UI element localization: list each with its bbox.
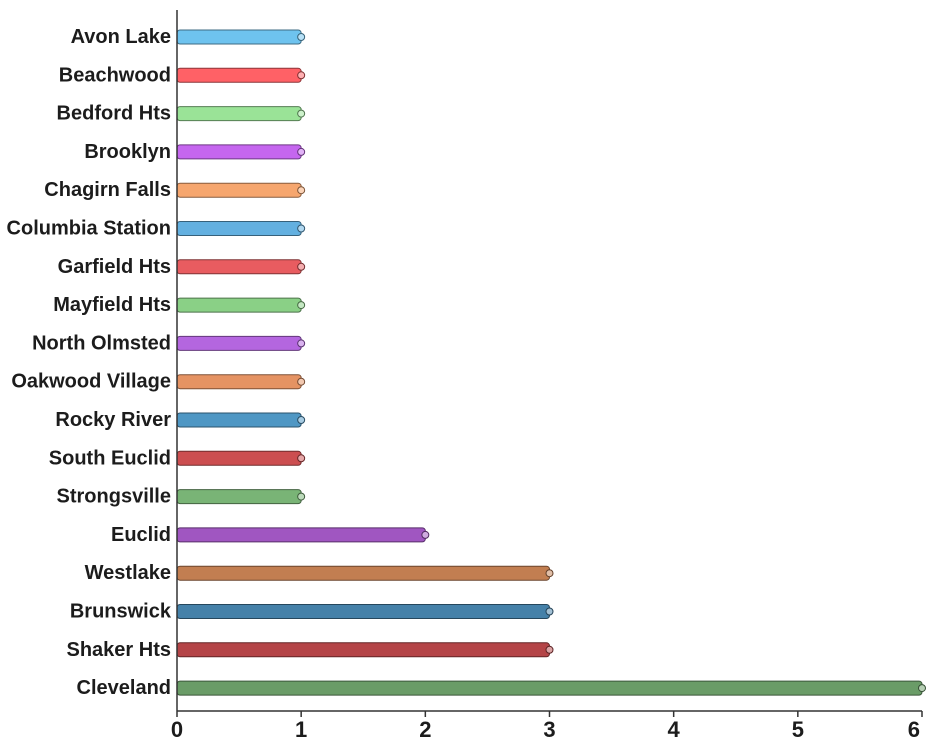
bar-endpoint-strongsville (297, 492, 306, 501)
bar-endpoint-south-euclid (297, 454, 306, 463)
category-label-chagirn-falls: Chagirn Falls (44, 179, 171, 201)
category-label-bedford-hts: Bedford Hts (57, 103, 171, 125)
category-labels: Avon Lake Beachwood Bedford Hts Brooklyn Cha… (7, 26, 172, 699)
x-tick-label-1: 1 (295, 717, 307, 738)
category-label-oakwood-village: Oakwood Village (11, 371, 171, 393)
bar-endpoint-euclid (421, 530, 430, 539)
bar-westlake (176, 565, 550, 581)
bar-oakwood-village (176, 374, 302, 390)
category-label-rocky-river: Rocky River (55, 409, 171, 431)
bars-layer (176, 29, 926, 696)
bar-shaker-hts (176, 642, 550, 658)
x-axis-ticks: 0 1 2 3 4 5 6 (171, 711, 923, 738)
bar-endpoint-chagirn-falls (297, 186, 306, 195)
bar-garfield-hts (176, 259, 302, 275)
bar-rocky-river (176, 412, 302, 428)
bar-strongsville (176, 489, 302, 505)
bar-bedford-hts (176, 106, 302, 122)
bar-euclid (176, 527, 426, 543)
bar-brunswick (176, 604, 550, 619)
category-label-brooklyn: Brooklyn (84, 141, 171, 163)
bar-endpoint-beachwood (297, 71, 306, 80)
bar-endpoint-avon-lake (297, 33, 306, 41)
bar-endpoint-mayfield-hts (297, 301, 306, 310)
x-tick-label-5: 5 (792, 717, 804, 738)
x-tick-label-3: 3 (543, 717, 555, 738)
bar-endpoint-shaker-hts (545, 645, 554, 654)
bar-endpoint-oakwood-village (297, 377, 306, 386)
bar-mayfield-hts (176, 297, 302, 313)
bar-endpoint-bedford-hts (297, 109, 306, 118)
bar-beachwood (176, 67, 302, 83)
category-label-south-euclid: South Euclid (49, 447, 171, 469)
bar-cleveland (176, 680, 923, 696)
category-label-avon-lake: Avon Lake (71, 26, 171, 48)
bar-north-olmsted (176, 335, 302, 351)
bar-endpoint-north-olmsted (297, 339, 306, 348)
category-label-shaker-hts: Shaker Hts (67, 639, 172, 661)
bar-endpoint-brunswick (545, 607, 554, 616)
bar-avon-lake (176, 29, 302, 45)
category-label-westlake: Westlake (85, 562, 171, 584)
bar-endpoint-westlake (545, 569, 554, 578)
x-tick-label-0: 0 (171, 717, 183, 738)
bar-columbia-station (176, 221, 302, 236)
category-label-beachwood: Beachwood (59, 64, 171, 86)
category-label-columbia-station: Columbia Station (7, 218, 171, 240)
bar-chagirn-falls (176, 182, 302, 198)
x-tick-label-4: 4 (668, 717, 681, 738)
category-label-brunswick: Brunswick (70, 601, 172, 623)
x-tick-label-6: 6 (908, 717, 920, 738)
bar-south-euclid (176, 450, 302, 466)
category-label-cleveland: Cleveland (77, 677, 171, 699)
bar-endpoint-garfield-hts (297, 262, 306, 271)
bar-endpoint-rocky-river (297, 416, 306, 424)
category-label-mayfield-hts: Mayfield Hts (53, 294, 171, 316)
bar-endpoint-cleveland (918, 684, 926, 693)
x-tick-label-2: 2 (419, 717, 431, 738)
bar-endpoint-brooklyn (297, 147, 306, 156)
bar-endpoint-columbia-station (297, 224, 306, 233)
category-label-euclid: Euclid (111, 524, 171, 546)
bar-brooklyn (176, 144, 302, 160)
category-label-strongsville: Strongsville (57, 486, 171, 508)
category-label-garfield-hts: Garfield Hts (58, 256, 171, 278)
category-label-north-olmsted: North Olmsted (32, 332, 171, 354)
